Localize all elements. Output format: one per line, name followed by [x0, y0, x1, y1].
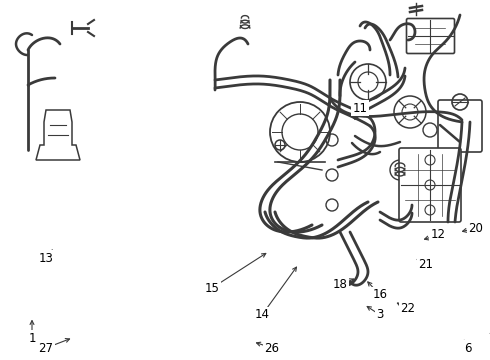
Text: 14: 14: [254, 309, 270, 321]
Text: 6: 6: [464, 342, 472, 355]
FancyBboxPatch shape: [407, 18, 455, 54]
Text: 12: 12: [431, 229, 445, 242]
Text: 16: 16: [372, 288, 388, 302]
FancyBboxPatch shape: [399, 148, 461, 222]
Text: 22: 22: [400, 302, 416, 315]
FancyBboxPatch shape: [438, 100, 482, 152]
Text: 11: 11: [352, 102, 368, 114]
Text: 27: 27: [39, 342, 53, 355]
Text: 18: 18: [333, 279, 347, 292]
Text: 13: 13: [39, 252, 53, 265]
Text: 3: 3: [376, 309, 384, 321]
Text: 15: 15: [204, 282, 220, 294]
Text: 21: 21: [418, 258, 434, 271]
Text: 20: 20: [468, 221, 484, 234]
Text: 26: 26: [265, 342, 279, 355]
Text: 1: 1: [28, 332, 36, 345]
